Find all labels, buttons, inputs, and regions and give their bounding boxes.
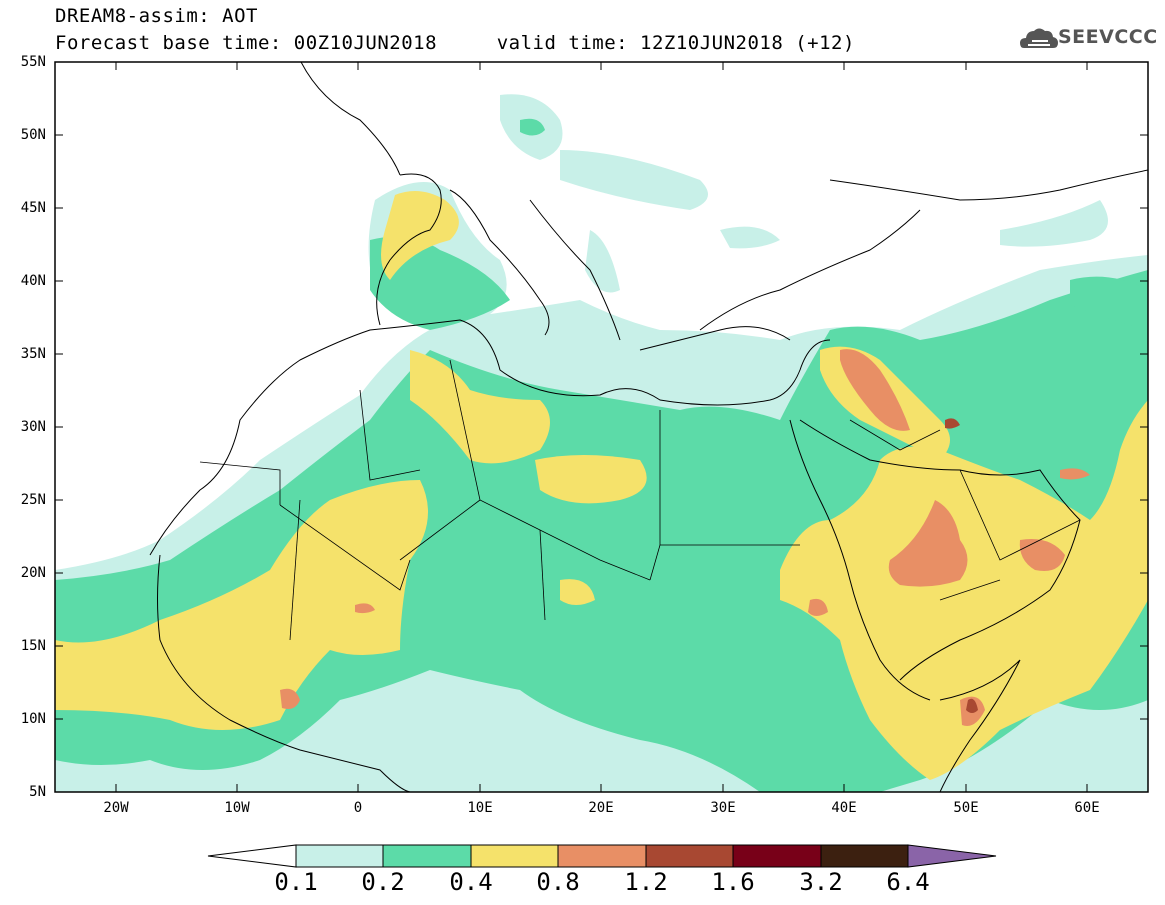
colorbar-label: 6.4 (886, 868, 930, 896)
lat-label: 20N (20, 565, 46, 581)
lon-label: 10W (224, 800, 250, 816)
colorbar-segment-0-2 (382, 844, 472, 868)
colorbar-segment-0-1 (295, 844, 384, 868)
title-line-1: DREAM8-assim: AOT (55, 5, 258, 27)
lat-label: 25N (20, 492, 46, 508)
colorbar-label: 0.2 (361, 868, 405, 896)
colorbar-segment-0-4 (470, 844, 559, 868)
lat-label: 5N (29, 784, 46, 800)
lat-label: 10N (20, 711, 46, 727)
colorbar-label: 3.2 (799, 868, 843, 896)
lon-label: 20E (588, 800, 614, 816)
aot-layer-1-2 (945, 418, 978, 713)
colorbar-label: 0.1 (274, 868, 318, 896)
seevccc-logo-text: SEEVCCC (1058, 26, 1158, 48)
lat-label: 35N (20, 346, 46, 362)
lon-label: 0 (353, 800, 363, 816)
colorbar-segment-above (907, 844, 997, 868)
lon-label: 10E (467, 800, 493, 816)
lat-label: 40N (20, 273, 46, 289)
lon-label: 60E (1074, 800, 1100, 816)
colorbar-label: 0.8 (536, 868, 580, 896)
lat-label: 50N (20, 127, 46, 143)
axis-ticks (55, 61, 1148, 792)
lat-label: 45N (20, 200, 46, 216)
colorbar-segment-1-6 (732, 844, 822, 868)
lat-label: 55N (20, 54, 46, 70)
borders (199, 359, 1081, 641)
aot-layer-0-8 (280, 349, 1090, 726)
lon-label: 50E (953, 800, 979, 816)
lat-label: 15N (20, 638, 46, 654)
colorbar-segment-1-2 (645, 844, 734, 868)
coastlines (149, 62, 1148, 792)
colorbar-label: 1.2 (624, 868, 668, 896)
lon-label: 40E (831, 800, 857, 816)
aot-layer-0-4 (55, 191, 1148, 780)
colorbar-label: 1.6 (711, 868, 755, 896)
lon-label: 30E (710, 800, 736, 816)
title-line-2: Forecast base time: 00Z10JUN2018 valid t… (55, 32, 855, 54)
colorbar-segment-below (207, 844, 297, 868)
colorbar (207, 844, 997, 868)
colorbar-segment-0-8 (557, 844, 647, 868)
cloud-icon (1020, 28, 1058, 48)
lat-label: 30N (20, 419, 46, 435)
lon-label: 20W (103, 800, 129, 816)
colorbar-segment-3-2 (820, 844, 909, 868)
colorbar-label: 0.4 (449, 868, 493, 896)
